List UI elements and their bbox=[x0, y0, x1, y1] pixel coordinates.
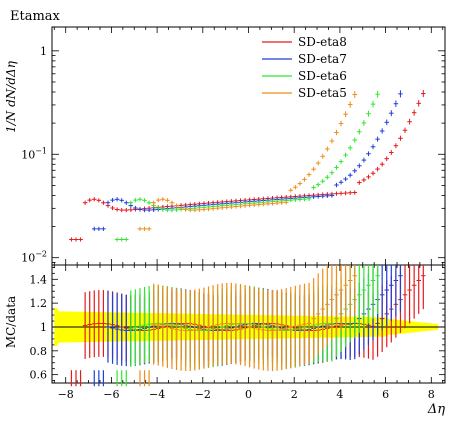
legend-label: SD-eta6 bbox=[298, 69, 347, 83]
x-axis-label: Δη bbox=[427, 402, 445, 417]
y-tick-label: 1 bbox=[40, 321, 47, 334]
y-tick-label: 0.6 bbox=[30, 369, 48, 382]
y-tick-label: 10−2 bbox=[21, 250, 47, 265]
y-tick-label: 10−1 bbox=[21, 146, 47, 161]
ratio-series-SD-eta5 bbox=[139, 265, 358, 387]
y-tick-label: 1 bbox=[40, 45, 47, 58]
x-tick-label: −2 bbox=[195, 388, 211, 401]
series-SD-eta6 bbox=[114, 90, 380, 242]
x-tick-label: 6 bbox=[382, 388, 389, 401]
ratio-y-axis-label: MC/data bbox=[4, 296, 18, 348]
chart-title: Etamax bbox=[10, 9, 61, 24]
legend-label: SD-eta5 bbox=[298, 86, 347, 100]
y-tick-label: 0.8 bbox=[30, 345, 48, 358]
series-SD-eta7 bbox=[91, 90, 403, 231]
main-panel: 10−2 10−1 1 SD-eta8 SD-eta7 SD-eta6 SD-eta5 bbox=[21, 26, 446, 266]
x-tick-label: −4 bbox=[149, 388, 165, 401]
series-SD-eta8 bbox=[69, 89, 426, 242]
x-tick-label: −6 bbox=[103, 388, 119, 401]
y-tick-label: 1.2 bbox=[30, 297, 48, 310]
main-y-axis-label: 1/N dN/dΔη bbox=[4, 60, 18, 133]
legend-label: SD-eta7 bbox=[298, 52, 347, 66]
x-tick-label: 0 bbox=[245, 388, 252, 401]
main-frame bbox=[51, 26, 446, 266]
series-SD-eta5 bbox=[137, 91, 358, 231]
legend: SD-eta8 SD-eta7 SD-eta6 SD-eta5 bbox=[262, 35, 347, 100]
legend-label: SD-eta8 bbox=[298, 35, 347, 49]
x-tick-label: −8 bbox=[58, 388, 74, 401]
x-tick-label: 4 bbox=[336, 388, 343, 401]
ratio-panel: −8 −6 −4 −2 0 2 4 6 8 0.6 0.8 1 1.2 1.4 bbox=[30, 27, 446, 401]
x-tick-label: 8 bbox=[428, 388, 435, 401]
y-tick-label: 1.4 bbox=[30, 273, 48, 286]
x-tick-label: 2 bbox=[291, 388, 298, 401]
